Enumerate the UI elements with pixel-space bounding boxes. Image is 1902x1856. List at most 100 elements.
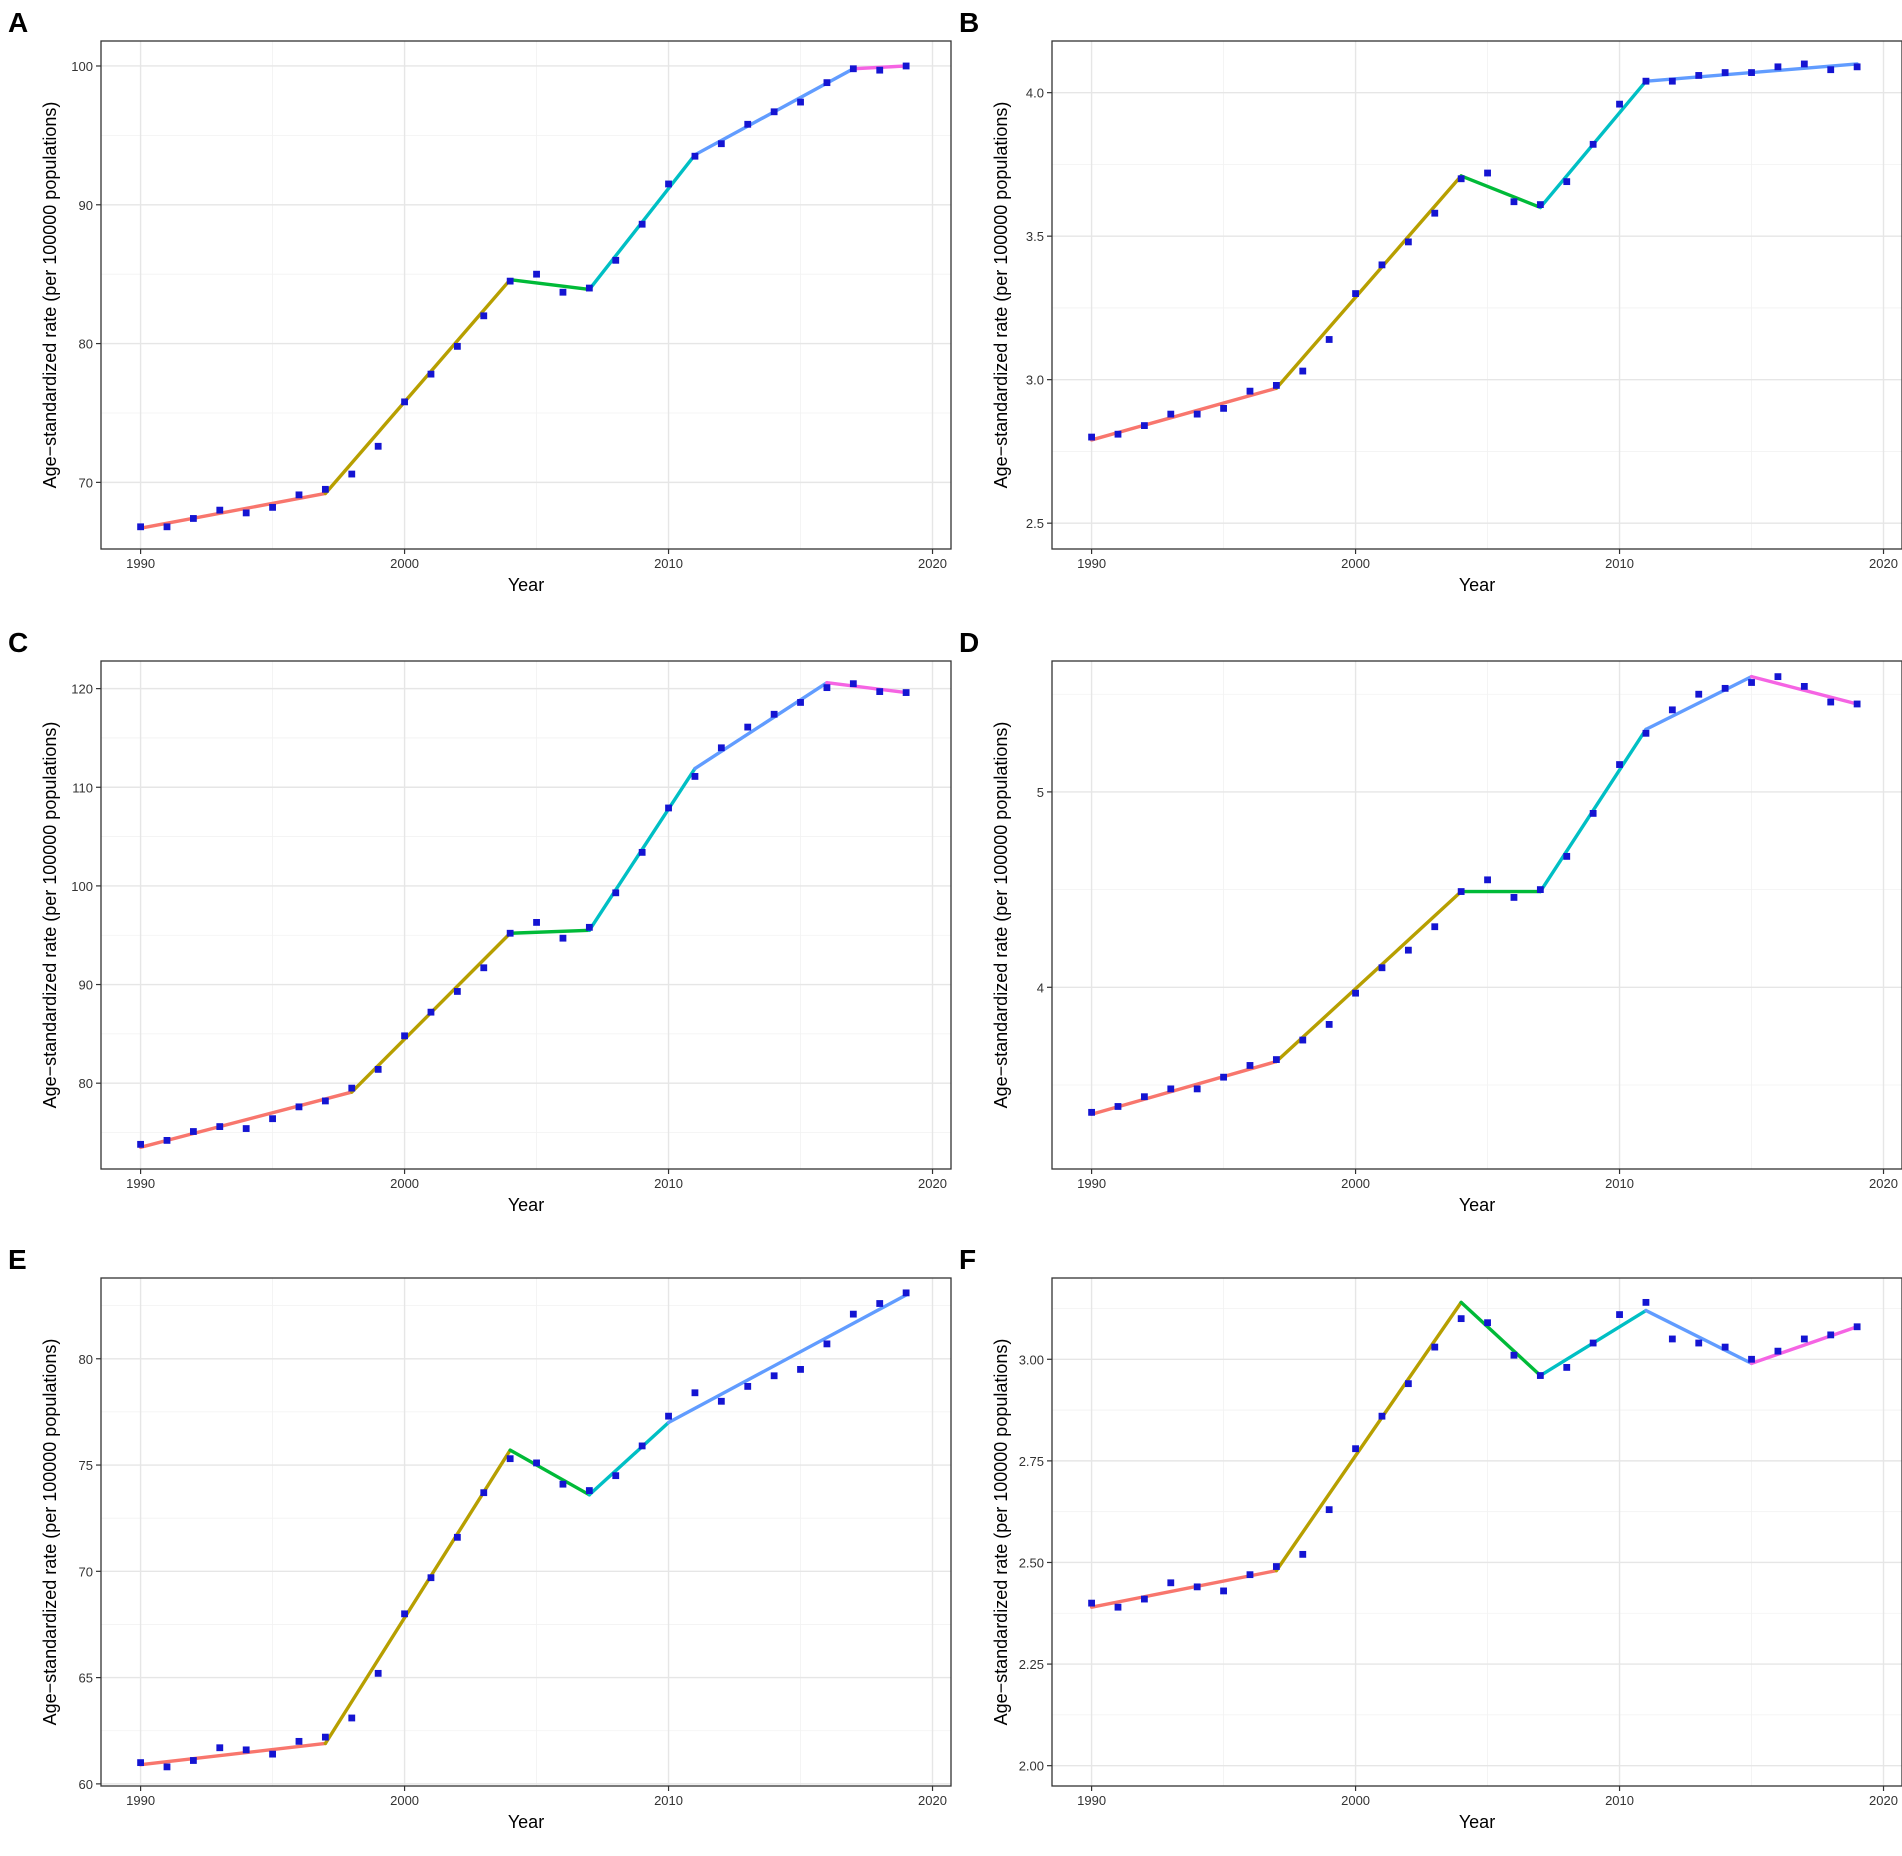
data-point: [876, 688, 884, 695]
data-point: [665, 180, 672, 188]
trend-segment-1: [138, 1741, 328, 1767]
data-point: [189, 1757, 197, 1764]
y-tick-label: 90: [79, 978, 93, 993]
data-point: [1457, 175, 1465, 183]
x-tick-label: 2020: [918, 1793, 947, 1808]
data-point: [1536, 886, 1544, 893]
data-point: [321, 1733, 329, 1741]
data-point: [1220, 1587, 1227, 1595]
data-point: [1325, 1506, 1333, 1514]
data-point: [1484, 876, 1491, 884]
plot-background: [1052, 41, 1902, 549]
data-point: [1642, 1298, 1650, 1306]
x-tick-label: 1990: [1077, 1793, 1106, 1808]
data-point: [717, 744, 725, 752]
data-point: [453, 342, 461, 350]
data-point: [797, 1365, 804, 1373]
data-point: [401, 1610, 408, 1618]
data-point: [1193, 1583, 1201, 1591]
data-point: [1748, 69, 1755, 76]
data-point: [242, 1746, 250, 1754]
data-point: [1457, 1315, 1465, 1323]
x-tick-label: 1990: [126, 556, 155, 571]
data-point: [744, 120, 752, 128]
data-point: [1827, 698, 1835, 706]
data-point: [665, 1412, 672, 1420]
data-point: [1246, 1062, 1254, 1069]
chart-panel-b: 2.5 3.0 3.5 4.0 1990 2000 2010 2020 Year Age−stan…: [959, 7, 1902, 595]
x-tick-label: 2000: [390, 1176, 419, 1191]
panel-letter: E: [8, 1244, 27, 1275]
data-point: [612, 256, 620, 264]
data-point: [1563, 852, 1571, 860]
data-point: [1589, 1339, 1597, 1347]
panel-letter: D: [959, 627, 979, 658]
y-tick-label: 70: [79, 1564, 93, 1579]
trend-segment-5: [1644, 1308, 1754, 1366]
trend-segment-2: [1274, 889, 1463, 1064]
data-point: [506, 929, 514, 937]
y-tick-label: 3.0: [1026, 373, 1044, 388]
data-point: [823, 684, 831, 692]
data-point: [401, 398, 408, 406]
y-tick-label: 4: [1037, 980, 1044, 995]
plot-frame: [1051, 660, 1902, 1170]
trend-segment-5: [693, 681, 829, 771]
data-point: [1088, 1108, 1095, 1116]
data-point: [849, 680, 857, 688]
data-point: [638, 848, 646, 856]
x-axis-title: Year: [508, 575, 544, 595]
data-point: [1616, 100, 1623, 108]
data-point: [1536, 201, 1544, 208]
data-point: [1853, 700, 1861, 708]
x-tick-label: 2020: [1869, 1176, 1898, 1191]
data-point: [1774, 63, 1782, 71]
data-point: [1563, 1364, 1571, 1371]
chart-panel-f: 2.00 2.25 2.50 2.75 3.00 1990 2000 2010 2020 Year…: [959, 1244, 1902, 1832]
x-axis-title: Year: [1459, 1812, 1495, 1832]
data-point: [585, 284, 593, 292]
y-tick-label: 5: [1037, 785, 1044, 800]
data-point: [770, 710, 778, 718]
data-point: [1668, 77, 1676, 85]
plot-background: [101, 661, 951, 1169]
data-point: [902, 1289, 910, 1297]
trend-segment-3: [508, 928, 592, 935]
data-point: [1853, 63, 1861, 71]
data-point: [559, 288, 567, 296]
data-point: [1325, 336, 1333, 343]
data-point: [374, 442, 382, 450]
data-point: [533, 918, 540, 926]
x-axis-title: Year: [508, 1195, 544, 1215]
data-point: [1510, 198, 1518, 206]
data-point: [797, 699, 804, 706]
data-point: [1800, 683, 1808, 690]
y-tick-label: 110: [72, 780, 93, 795]
data-point: [401, 1032, 408, 1040]
y-tick-label: 2.50: [1019, 1555, 1044, 1570]
trend-segment-6: [1749, 1325, 1859, 1366]
data-point: [189, 515, 197, 522]
x-tick-label: 2000: [390, 1793, 419, 1808]
data-point: [1272, 1056, 1280, 1063]
y-axis-title: Age−standardized rate (per 100000 popula…: [40, 722, 60, 1109]
y-tick-label: 80: [79, 1352, 93, 1367]
trend-segment-2: [323, 278, 512, 496]
data-point: [1748, 1355, 1755, 1363]
data-point: [1774, 673, 1782, 681]
x-tick-label: 2010: [1605, 1176, 1634, 1191]
data-point: [1246, 387, 1254, 395]
y-tick-label: 3.00: [1019, 1352, 1044, 1367]
data-point: [1721, 69, 1729, 76]
data-point: [1167, 410, 1175, 418]
data-point: [1114, 1603, 1122, 1611]
data-point: [902, 62, 910, 70]
x-axis-title: Year: [1459, 575, 1495, 595]
trend-segment-3: [1459, 174, 1543, 210]
x-tick-label: 1990: [1077, 1176, 1106, 1191]
data-point: [137, 523, 144, 531]
data-point: [1167, 1579, 1175, 1587]
x-tick-label: 2020: [1869, 556, 1898, 571]
data-point: [374, 1669, 382, 1677]
data-point: [1404, 1380, 1412, 1388]
